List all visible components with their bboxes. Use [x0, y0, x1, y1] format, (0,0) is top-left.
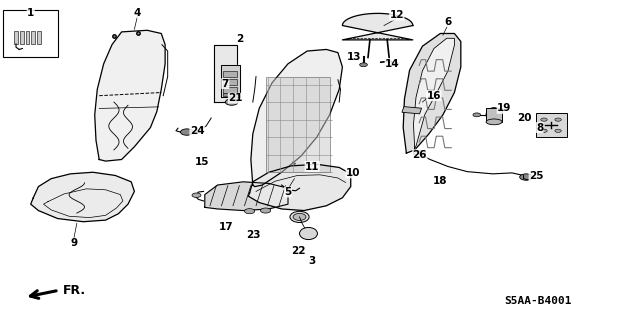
- Text: 25: 25: [529, 171, 543, 181]
- Text: 19: 19: [497, 103, 511, 114]
- Bar: [31, 31, 35, 44]
- Circle shape: [360, 63, 367, 67]
- Circle shape: [555, 129, 561, 132]
- Bar: [266, 77, 330, 172]
- Polygon shape: [342, 13, 413, 40]
- Text: S5AA-B4001: S5AA-B4001: [504, 296, 572, 307]
- Polygon shape: [403, 33, 461, 153]
- Text: 21: 21: [228, 93, 243, 103]
- Bar: [3, 10, 58, 57]
- Text: 5: 5: [284, 187, 292, 197]
- Bar: [486, 108, 502, 122]
- Text: 7: 7: [221, 78, 229, 89]
- Polygon shape: [251, 49, 342, 187]
- Circle shape: [392, 62, 399, 65]
- Circle shape: [541, 129, 547, 132]
- Ellipse shape: [486, 108, 502, 122]
- Polygon shape: [205, 182, 288, 211]
- Ellipse shape: [300, 227, 317, 240]
- Bar: [413, 150, 425, 154]
- Text: 18: 18: [433, 176, 447, 186]
- Circle shape: [260, 208, 271, 213]
- Circle shape: [192, 193, 201, 197]
- Text: 12: 12: [390, 10, 404, 20]
- Circle shape: [180, 129, 193, 135]
- Polygon shape: [95, 30, 165, 161]
- Circle shape: [225, 99, 238, 105]
- Circle shape: [244, 209, 255, 214]
- Ellipse shape: [486, 119, 502, 125]
- Text: 20: 20: [518, 113, 532, 123]
- Bar: [20, 31, 24, 44]
- Text: 4: 4: [134, 8, 141, 18]
- Circle shape: [541, 118, 547, 121]
- Polygon shape: [413, 38, 454, 148]
- Bar: [223, 87, 237, 93]
- Circle shape: [473, 113, 481, 117]
- Bar: [223, 71, 237, 77]
- Polygon shape: [248, 164, 351, 211]
- Text: FR.: FR.: [63, 285, 86, 297]
- Text: 23: 23: [246, 230, 260, 241]
- Text: 2: 2: [236, 34, 244, 44]
- Text: 9: 9: [70, 238, 77, 248]
- Bar: [402, 107, 422, 114]
- Text: 15: 15: [195, 157, 209, 167]
- Polygon shape: [214, 45, 237, 102]
- Text: 24: 24: [190, 126, 204, 137]
- Bar: [223, 93, 237, 96]
- Ellipse shape: [290, 211, 309, 223]
- Bar: [26, 31, 29, 44]
- Text: 16: 16: [427, 91, 441, 101]
- Text: 26: 26: [413, 150, 427, 160]
- Text: 17: 17: [219, 222, 233, 232]
- Polygon shape: [221, 65, 240, 97]
- Text: 1: 1: [27, 8, 35, 18]
- Text: 22: 22: [291, 246, 305, 256]
- Text: 14: 14: [385, 59, 399, 69]
- Text: 6: 6: [444, 17, 452, 27]
- Text: 11: 11: [305, 161, 319, 172]
- Polygon shape: [31, 172, 134, 222]
- Circle shape: [555, 118, 561, 121]
- Bar: [37, 31, 41, 44]
- Text: 13: 13: [347, 52, 361, 63]
- Circle shape: [520, 174, 532, 180]
- Bar: [14, 31, 18, 44]
- Bar: [536, 113, 567, 137]
- Text: 10: 10: [346, 168, 360, 178]
- Text: 3: 3: [308, 256, 316, 266]
- Text: 8: 8: [536, 122, 543, 133]
- Ellipse shape: [293, 213, 306, 220]
- Bar: [223, 79, 237, 85]
